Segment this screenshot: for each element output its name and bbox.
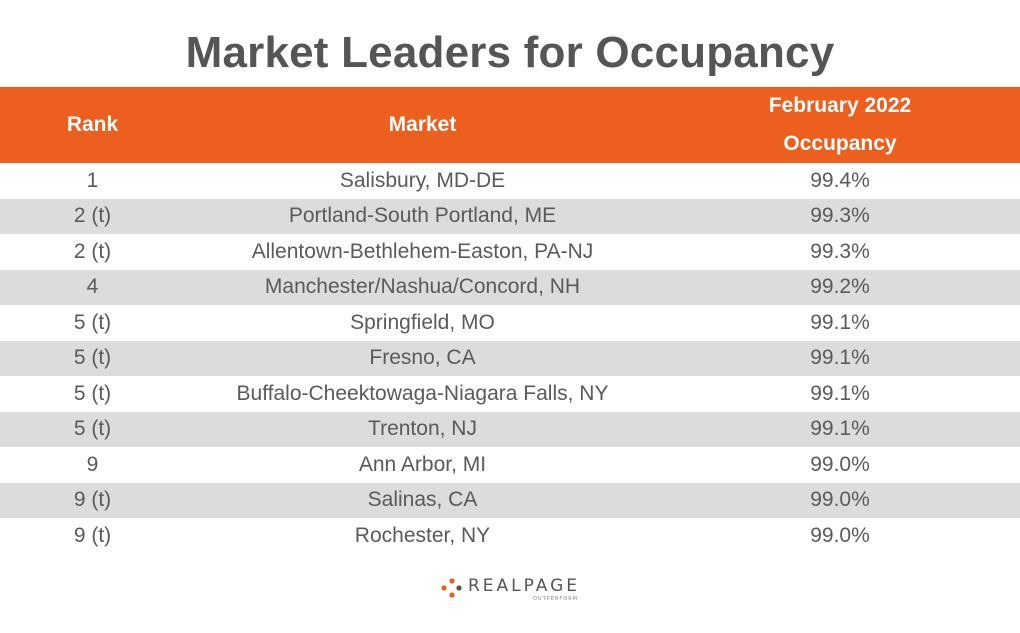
occupancy-cell: 99.1% (660, 340, 1020, 376)
table-row: 5 (t) Fresno, CA 99.1% (0, 340, 1020, 376)
occupancy-cell: 99.1% (660, 411, 1020, 447)
occupancy-cell: 99.2% (660, 269, 1020, 305)
rank-cell: 2 (t) (0, 198, 185, 234)
realpage-dots-icon (441, 578, 462, 598)
table-row: 2 (t) Portland-South Portland, ME 99.3% (0, 198, 1020, 234)
market-cell: Allentown-Bethlehem-Easton, PA-NJ (251, 239, 594, 263)
market-cell: Fresno, CA (185, 340, 660, 376)
column-header-occupancy: February 2022 Occupancy (660, 87, 1020, 163)
rank-cell: 5 (t) (0, 411, 185, 447)
occupancy-cell: 99.0% (810, 523, 870, 547)
rank-cell: 2 (t) (73, 239, 112, 263)
table-row: 2 (t) Allentown-Bethlehem-Easton, PA-NJ … (0, 234, 1020, 270)
table-row: 5 (t) Springfield, MO 99.1% (0, 305, 1020, 341)
market-cell: Salinas, CA (185, 482, 660, 518)
table-row: 9 Ann Arbor, MI 99.0% (0, 447, 1020, 483)
table-row: 9 (t) Rochester, NY 99.0% (0, 518, 1020, 554)
market-cell: Ann Arbor, MI (358, 452, 487, 476)
occupancy-cell: 99.3% (810, 239, 870, 263)
occupancy-cell: 99.4% (810, 168, 870, 192)
rank-cell: 9 (t) (0, 482, 185, 518)
rank-cell: 5 (t) (0, 340, 185, 376)
rank-cell: 1 (86, 168, 99, 192)
occupancy-cell: 99.1% (810, 381, 870, 405)
page-title: Market Leaders for Occupancy (185, 28, 835, 77)
table-row: 5 (t) Trenton, NJ 99.1% (0, 411, 1020, 447)
column-header-market: Market (185, 87, 660, 163)
logo-tagline: OUTPERFORM (533, 596, 579, 602)
column-header-occupancy-line1: February 2022 (768, 94, 912, 117)
table-body: 1 Salisbury, MD-DE 99.4% 2 (t) Portland-… (0, 163, 1020, 554)
market-cell: Portland-South Portland, ME (185, 198, 660, 234)
occupancy-cell: 99.0% (660, 482, 1020, 518)
column-header-occupancy-line2: Occupancy (783, 132, 897, 155)
rank-cell: 9 (t) (73, 523, 112, 547)
occupancy-cell: 99.3% (660, 198, 1020, 234)
market-cell: Rochester, NY (354, 523, 491, 547)
table-header-row: Rank Market February 2022 Occupancy (0, 87, 1020, 163)
rank-cell: 9 (86, 452, 99, 476)
table-row: 4 Manchester/Nashua/Concord, NH 99.2% (0, 269, 1020, 305)
table-row: 1 Salisbury, MD-DE 99.4% (0, 163, 1020, 199)
rank-cell: 5 (t) (73, 381, 112, 405)
rank-cell: 4 (0, 269, 185, 305)
market-cell: Manchester/Nashua/Concord, NH (185, 269, 660, 305)
column-header-rank: Rank (0, 87, 185, 163)
market-cell: Trenton, NJ (185, 411, 660, 447)
market-cell: Salisbury, MD-DE (339, 168, 506, 192)
table-row: 9 (t) Salinas, CA 99.0% (0, 482, 1020, 518)
rank-cell: 5 (t) (73, 310, 112, 334)
market-cell: Buffalo-Cheektowaga-Niagara Falls, NY (236, 381, 609, 405)
market-cell: Springfield, MO (350, 310, 495, 334)
realpage-logo: REALPAGE OUTPERFORM (0, 576, 1020, 602)
occupancy-cell: 99.1% (810, 310, 870, 334)
occupancy-cell: 99.0% (810, 452, 870, 476)
occupancy-table: Rank Market February 2022 Occupancy 1 Sa… (0, 87, 1020, 554)
logo-wordmark: REALPAGE (467, 576, 581, 596)
table-row: 5 (t) Buffalo-Cheektowaga-Niagara Falls,… (0, 376, 1020, 412)
